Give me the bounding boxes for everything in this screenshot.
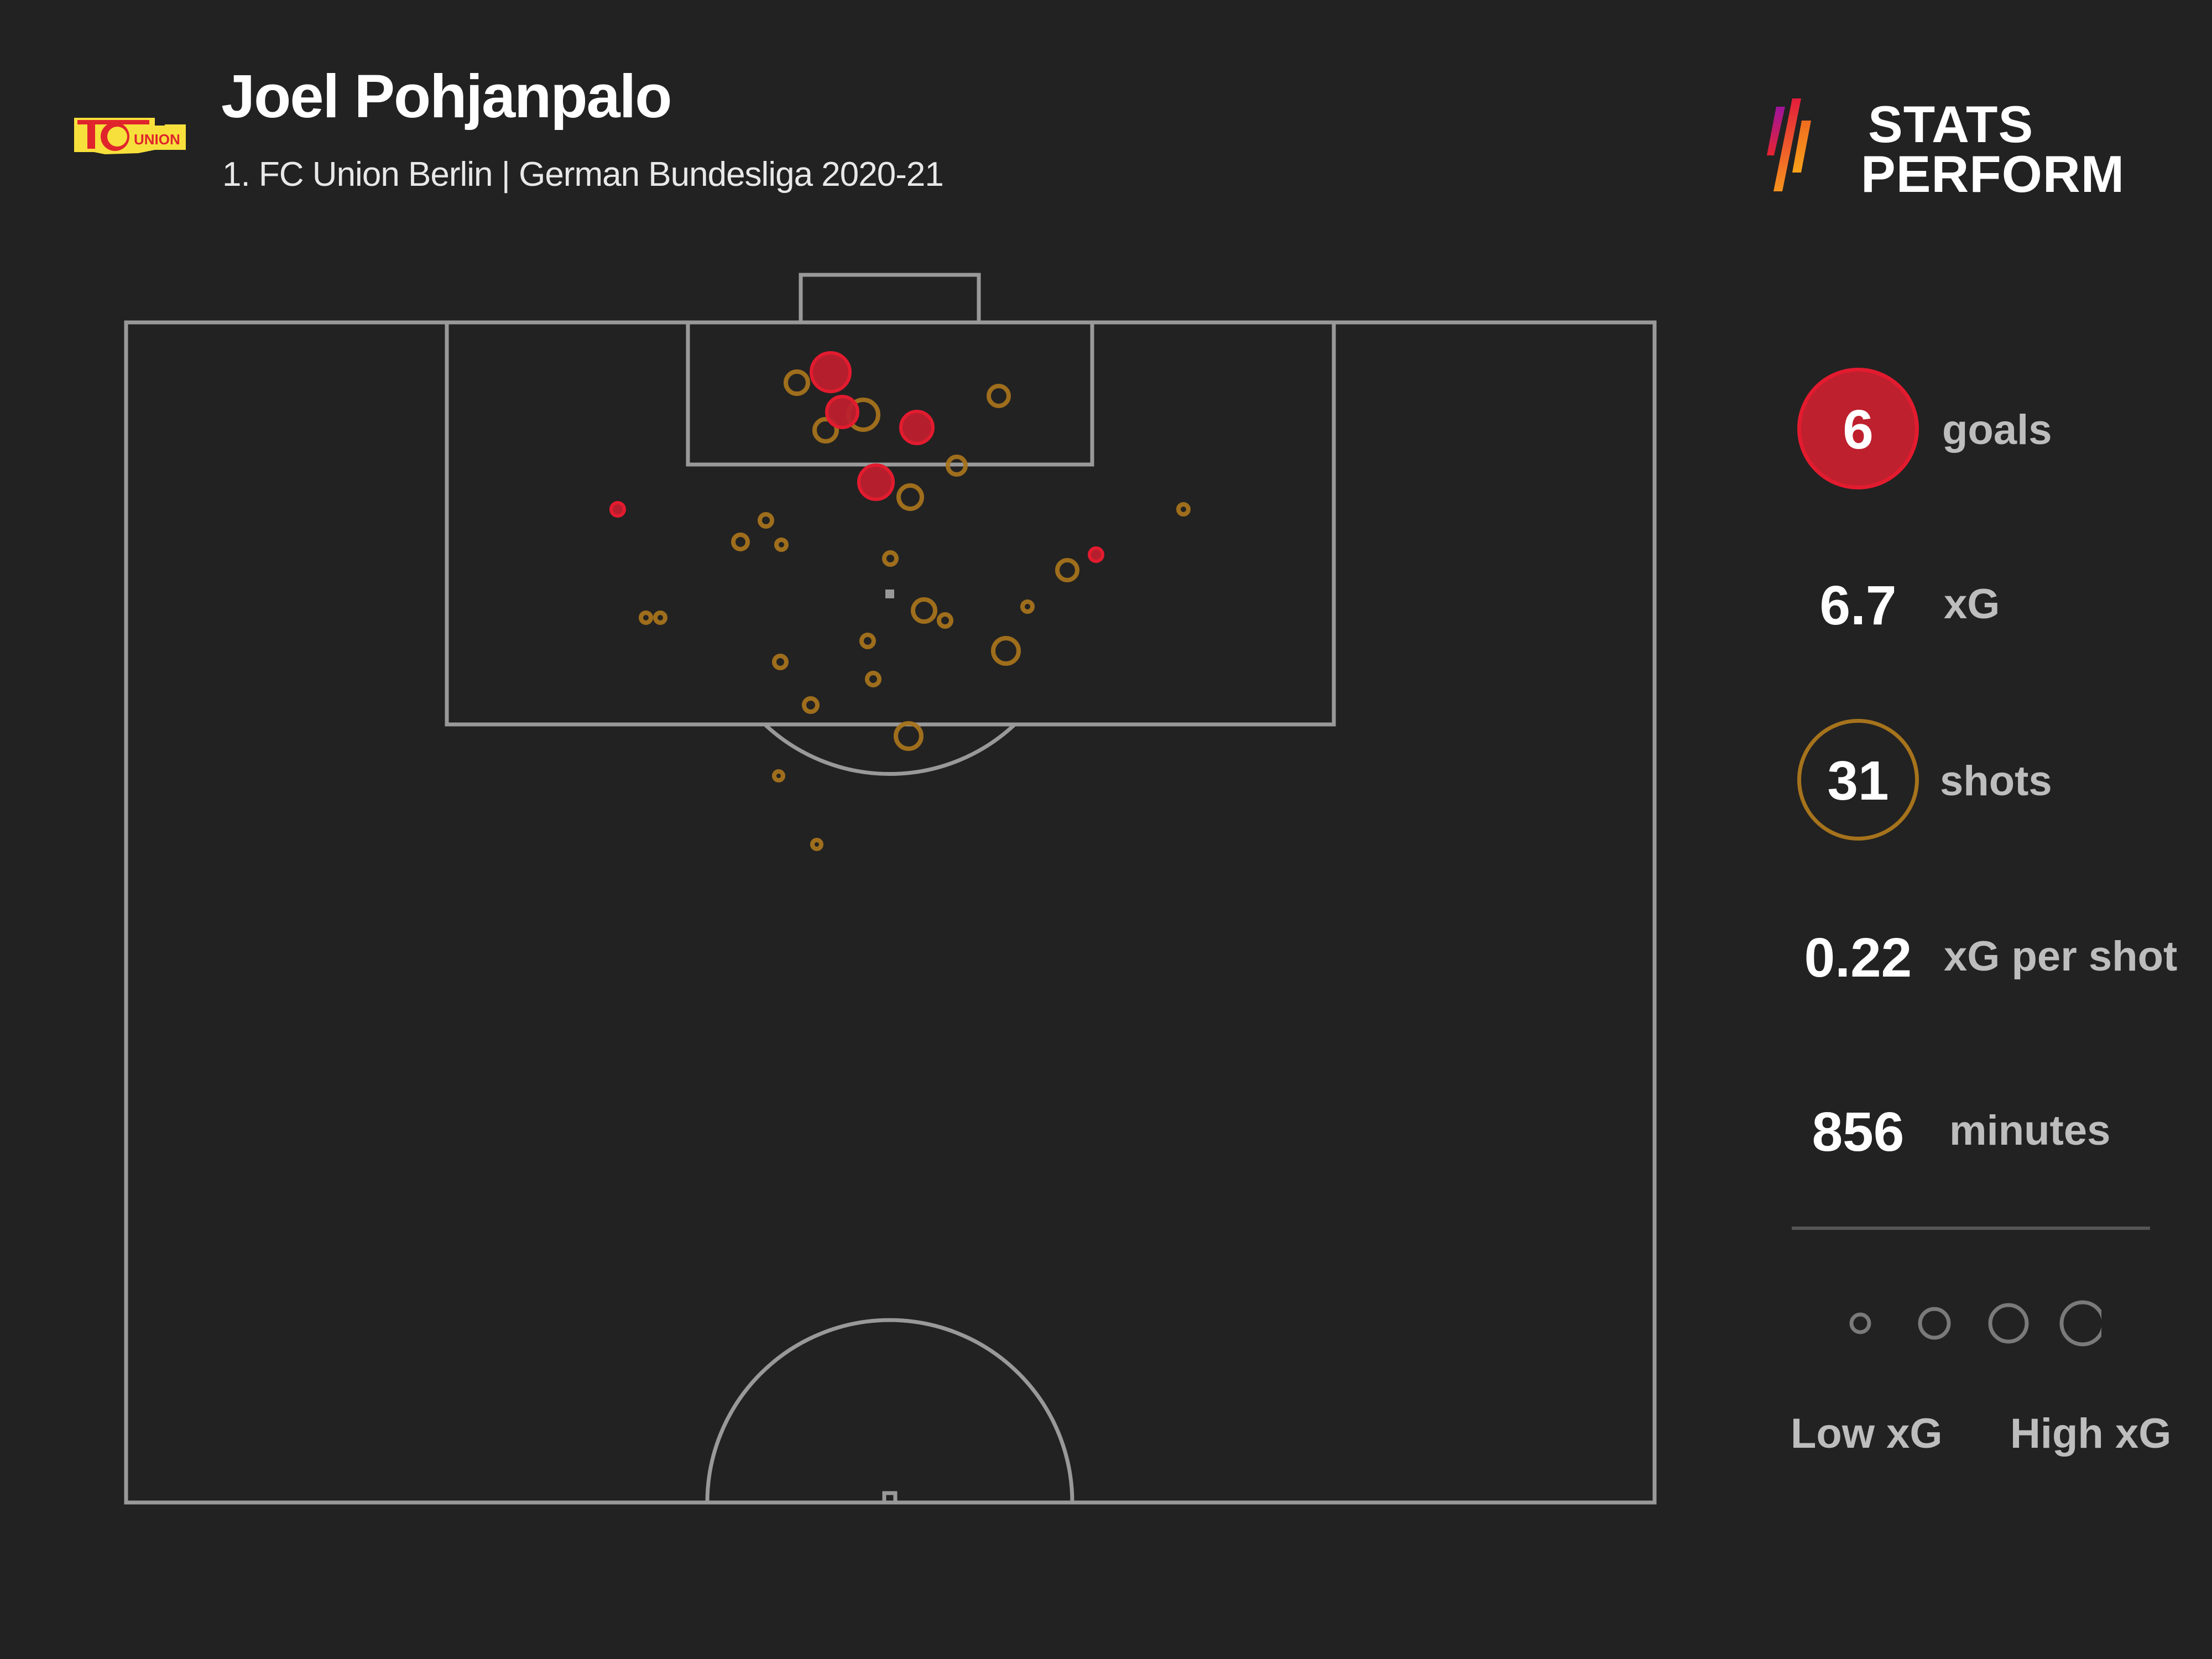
missed-shot-marker <box>774 538 789 552</box>
six-yard-box <box>686 320 1094 467</box>
goal-shot-marker <box>609 501 626 518</box>
club-league-subtitle: 1. FC Union Berlin | German Bundesliga 2… <box>222 155 944 194</box>
goal <box>799 273 981 325</box>
shots-value: 31 <box>1827 750 1889 812</box>
legend-circle-large-icon <box>1988 1303 2029 1344</box>
missed-shot-marker <box>639 611 653 625</box>
legend-circle-xlarge-icon <box>2059 1300 2101 1347</box>
stat-xg: 6.7 xG <box>1797 545 2184 672</box>
player-name-title: Joel Pohjanpalo <box>221 62 672 131</box>
goal-shot-marker <box>1088 546 1104 563</box>
stats-perform-slashes-icon <box>1767 98 1811 191</box>
missed-shot-marker <box>1020 599 1035 614</box>
missed-shot-marker <box>882 550 899 567</box>
shots-layer <box>609 351 1191 851</box>
missed-shot-marker <box>937 612 953 629</box>
missed-shot-marker <box>731 533 750 551</box>
club-crest-icon: UNION <box>74 118 186 154</box>
stat-goals: 6 goals <box>1797 368 2184 495</box>
shots-label: shots <box>1940 758 2052 805</box>
xg-per-shot-label: xG per shot <box>1944 933 2178 980</box>
goal-badge-icon <box>1797 368 1919 489</box>
penalty-spot <box>885 589 894 598</box>
stats-perform-logo: STATS PERFORM <box>1767 95 2132 203</box>
pitch-outline <box>124 320 1657 1505</box>
stat-minutes: 856 minutes <box>1797 1070 2184 1197</box>
brand-text-stats: STATS <box>1868 95 2034 153</box>
goals-value: 6 <box>1843 399 1874 461</box>
svg-text:UNION: UNION <box>134 131 180 148</box>
missed-shot-marker <box>896 483 924 511</box>
missed-shot-marker <box>772 654 789 670</box>
center-circle <box>705 1318 1074 1503</box>
legend-low-xg-label: Low xG <box>1791 1410 1943 1457</box>
pitch-lines <box>124 273 1657 1505</box>
missed-shot-marker <box>784 369 810 396</box>
minutes-label: minutes <box>1949 1107 2111 1154</box>
minutes-value: 856 <box>1812 1101 1905 1163</box>
goal-shot-marker <box>810 351 852 393</box>
missed-shot-marker <box>894 721 924 751</box>
xg-per-shot-value: 0.22 <box>1804 927 1912 989</box>
center-spot <box>882 1491 898 1505</box>
stat-shots: 31 shots <box>1797 719 2184 846</box>
missed-shot-marker <box>1055 558 1079 582</box>
stat-xg-per-shot: 0.22 xG per shot <box>1797 896 2184 1023</box>
legend-divider <box>1792 1227 2150 1230</box>
xg-value: 6.7 <box>1819 575 1897 637</box>
missed-shot-marker <box>946 455 968 477</box>
missed-shot-marker <box>758 512 774 529</box>
legend-circle-medium-icon <box>1918 1307 1951 1340</box>
shot-badge-icon <box>1797 719 1919 841</box>
penalty-arc <box>763 723 1016 776</box>
missed-shot-marker <box>987 384 1011 408</box>
legend-circle-small-icon <box>1849 1312 1871 1334</box>
goal-shot-marker <box>857 463 895 501</box>
missed-shot-marker <box>812 417 839 444</box>
brand-text-perform: PERFORM <box>1861 145 2125 203</box>
missed-shot-marker <box>810 838 823 851</box>
goals-label: goals <box>1942 406 2052 453</box>
missed-shot-marker <box>859 633 876 649</box>
xg-size-legend <box>1849 1300 2101 1347</box>
xg-label: xG <box>1944 581 2000 628</box>
missed-shot-marker <box>802 696 820 714</box>
legend-high-xg-label: High xG <box>2010 1410 2172 1457</box>
goal-shot-marker <box>899 410 935 445</box>
missed-shot-marker <box>653 611 667 625</box>
missed-shot-marker <box>1176 502 1191 517</box>
missed-shot-marker <box>991 636 1021 666</box>
penalty-box <box>445 320 1336 727</box>
missed-shot-marker <box>911 597 937 624</box>
missed-shot-marker <box>865 671 881 687</box>
missed-shot-marker <box>772 769 785 782</box>
goal-shot-marker <box>825 395 859 429</box>
